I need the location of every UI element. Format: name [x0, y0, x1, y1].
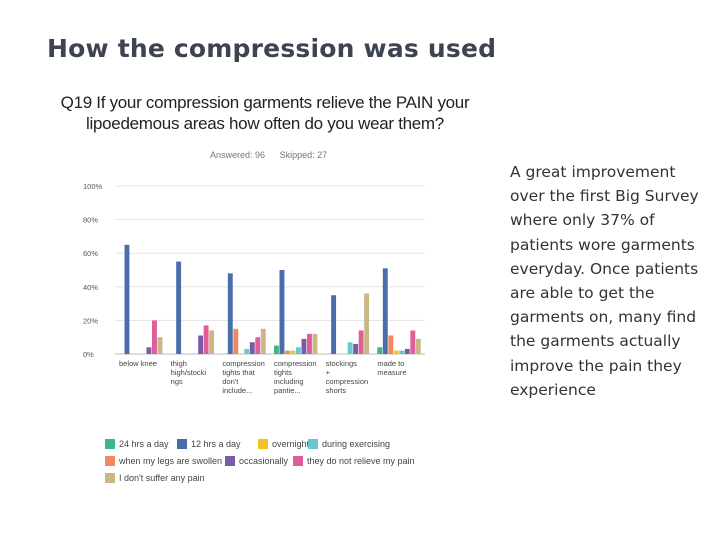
bar: [388, 335, 394, 354]
bar: [203, 325, 209, 354]
bar: [124, 244, 130, 354]
y-tick-label: 100%: [83, 182, 103, 191]
x-tick-label-line: made to: [377, 359, 404, 368]
x-tick-label-line: shorts: [326, 386, 347, 395]
legend-swatch: [293, 456, 303, 466]
legend-item: I don't suffer any pain: [105, 473, 205, 483]
bar: [312, 333, 318, 354]
x-tick-label: compression tights that don't include...: [222, 359, 265, 395]
bar: [290, 350, 296, 354]
slide-title: How the compression was used: [47, 34, 497, 63]
bar-chart: 0% 20% 40% 60% 80% 100% below knee thigh high/st…: [83, 182, 425, 395]
x-tick-label-line: compression: [222, 359, 265, 368]
legend-swatch: [177, 439, 187, 449]
bar: [279, 270, 285, 354]
bar: [415, 338, 421, 354]
legend-swatch: [308, 439, 318, 449]
x-tick-label-line: tights that: [222, 368, 255, 377]
legend-item: 12 hrs a day: [177, 439, 241, 449]
legend-swatch: [105, 456, 115, 466]
skipped-count: Skipped: 27: [279, 150, 328, 160]
bar: [260, 328, 266, 354]
bar: [285, 350, 290, 354]
bar: [410, 330, 416, 354]
y-tick-label: 0%: [83, 350, 94, 359]
bar: [296, 347, 301, 354]
bar: [347, 342, 353, 354]
bar: [209, 330, 215, 354]
y-tick-label: 80%: [83, 216, 98, 225]
legend-label: when my legs are swollen: [119, 456, 223, 466]
x-tick-label-line: include...: [222, 386, 252, 395]
bar: [176, 261, 182, 354]
legend-label: I don't suffer any pain: [119, 473, 205, 483]
answered-count: Answered: 96: [210, 150, 266, 160]
x-tick-label: stockings + compression shorts: [326, 359, 369, 395]
x-tick-label-line: compression: [326, 377, 369, 386]
bar: [157, 337, 163, 354]
y-tick-label: 60%: [83, 249, 98, 258]
legend-label: 12 hrs a day: [191, 439, 241, 449]
bar: [364, 293, 370, 354]
legend-item: when my legs are swollen: [105, 456, 222, 466]
bar: [198, 335, 204, 354]
x-tick-label: below knee: [119, 359, 157, 368]
legend-label: during exercising: [322, 439, 391, 449]
x-tick-label-line: don't: [222, 377, 239, 386]
x-tick-label-line: thigh: [171, 359, 187, 368]
legend-swatch: [225, 456, 235, 466]
x-tick-label-line: measure: [377, 368, 406, 377]
bar: [249, 342, 255, 354]
legend-label: occasionally: [239, 456, 289, 466]
bar: [152, 320, 157, 354]
x-tick-label-line: including: [274, 377, 304, 386]
x-tick-label-line: +: [326, 368, 331, 377]
bar: [307, 333, 312, 354]
response-stats: Answered: 96 Skipped: 27: [210, 150, 339, 160]
bar: [404, 348, 410, 354]
bar: [244, 348, 250, 354]
x-tick-label-line: pantie...: [274, 386, 301, 395]
x-tick-label-line: below knee: [119, 359, 157, 368]
legend-label: they do not relieve my pain: [307, 456, 415, 466]
bar: [227, 273, 233, 354]
x-tick-label-line: stockings: [326, 359, 358, 368]
bar: [393, 350, 399, 354]
legend-item: during exercising: [308, 439, 390, 449]
bar: [146, 347, 152, 354]
y-tick-label: 20%: [83, 316, 98, 325]
bar: [331, 295, 337, 354]
side-commentary: A great improvement over the first Big S…: [510, 163, 699, 399]
bar: [274, 345, 279, 354]
legend-item: they do not relieve my pain: [293, 456, 415, 466]
bar: [377, 347, 383, 354]
x-tick-label-line: compression: [274, 359, 317, 368]
legend-label: overnight: [272, 439, 310, 449]
x-tick-label: thigh high/stocki ngs: [171, 359, 207, 386]
legend-item: occasionally: [225, 456, 288, 466]
bar: [382, 268, 388, 354]
legend-label: 24 hrs a day: [119, 439, 169, 449]
legend-item: overnight: [258, 439, 309, 449]
legend-swatch: [105, 439, 115, 449]
legend-item: 24 hrs a day: [105, 439, 169, 449]
bar: [233, 328, 239, 354]
bar: [255, 337, 261, 354]
bar: [353, 343, 359, 354]
legend-swatch: [105, 473, 115, 483]
chart-question: Q19 If your compression garments relieve…: [60, 93, 470, 133]
x-tick-label: made to measure: [377, 359, 406, 377]
x-tick-label-line: tights: [274, 368, 292, 377]
y-tick-label: 40%: [83, 283, 98, 292]
x-tick-label-line: ngs: [171, 377, 183, 386]
bar: [301, 338, 307, 354]
bar: [358, 330, 364, 354]
legend-swatch: [258, 439, 268, 449]
bar: [399, 350, 405, 354]
x-tick-label-line: high/stocki: [171, 368, 207, 377]
x-tick-label: compression tights including pantie...: [274, 359, 317, 395]
